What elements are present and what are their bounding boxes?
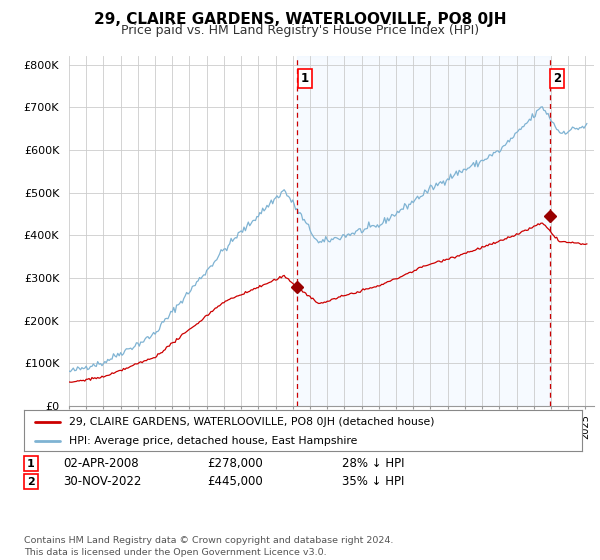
Text: 29, CLAIRE GARDENS, WATERLOOVILLE, PO8 0JH: 29, CLAIRE GARDENS, WATERLOOVILLE, PO8 0… (94, 12, 506, 27)
Text: £445,000: £445,000 (207, 475, 263, 488)
Text: 02-APR-2008: 02-APR-2008 (63, 457, 139, 470)
Bar (297, 56, 550, 406)
Text: HPI: Average price, detached house, East Hampshire: HPI: Average price, detached house, East… (68, 436, 357, 446)
Text: £278,000: £278,000 (207, 457, 263, 470)
Text: 1: 1 (27, 459, 35, 469)
Text: 30-NOV-2022: 30-NOV-2022 (63, 475, 142, 488)
Text: 28% ↓ HPI: 28% ↓ HPI (342, 457, 404, 470)
Text: 29, CLAIRE GARDENS, WATERLOOVILLE, PO8 0JH (detached house): 29, CLAIRE GARDENS, WATERLOOVILLE, PO8 0… (68, 417, 434, 427)
Text: 1: 1 (301, 72, 308, 85)
Text: 2: 2 (27, 477, 35, 487)
Text: Price paid vs. HM Land Registry's House Price Index (HPI): Price paid vs. HM Land Registry's House … (121, 24, 479, 36)
Text: 35% ↓ HPI: 35% ↓ HPI (342, 475, 404, 488)
Text: 2: 2 (553, 72, 561, 85)
Text: Contains HM Land Registry data © Crown copyright and database right 2024.
This d: Contains HM Land Registry data © Crown c… (24, 536, 394, 557)
